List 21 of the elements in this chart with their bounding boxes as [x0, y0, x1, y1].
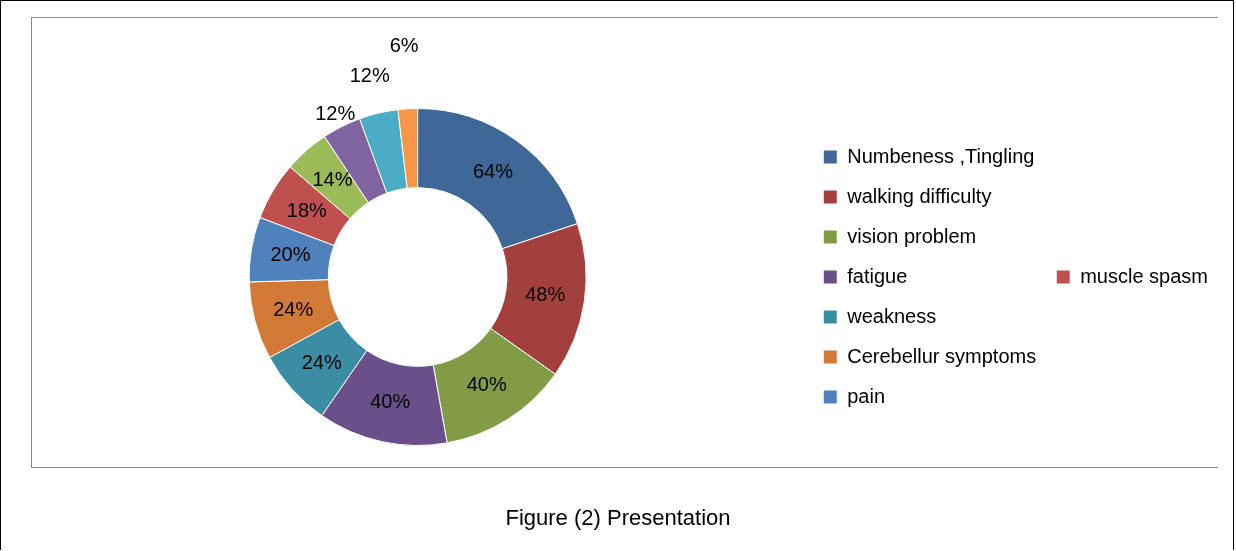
data-label: 64% — [472, 159, 514, 182]
legend-label: walking difficulty — [846, 184, 992, 207]
data-label: 24% — [273, 298, 314, 321]
data-label: 40% — [370, 390, 411, 413]
legend-label: fatigue — [847, 264, 908, 287]
legend-label: vision problem — [847, 224, 977, 247]
data-label: 6% — [389, 34, 419, 57]
data-label: 14% — [312, 167, 353, 190]
data-label: 18% — [286, 198, 328, 221]
text: Figure (2) Presentation — [504, 505, 732, 531]
legend-label: muscle spasm — [1080, 264, 1208, 287]
data-label: 48% — [525, 283, 566, 306]
legend-label: pain — [847, 384, 886, 407]
data-label: 12% — [315, 101, 356, 124]
legend-label: Numbeness ,Tingling — [847, 144, 1035, 167]
data-label: 24% — [301, 350, 342, 373]
data-label: 20% — [270, 243, 311, 266]
data-label: 40% — [466, 373, 507, 396]
legend-label: weakness — [846, 304, 937, 327]
legend-label: Cerebellur symptoms — [847, 344, 1037, 367]
data-label: 12% — [349, 63, 390, 86]
